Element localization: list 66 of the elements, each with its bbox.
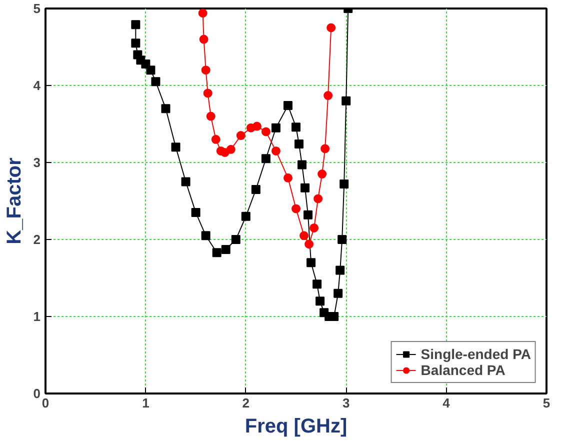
point: [338, 235, 347, 244]
y-tick-label: 0: [33, 386, 41, 401]
point: [306, 258, 316, 268]
point: [199, 34, 208, 44]
point: [342, 96, 351, 106]
point: [211, 134, 220, 144]
point: [241, 212, 250, 221]
point: [171, 142, 180, 152]
point: [151, 77, 160, 86]
point: [161, 104, 170, 114]
point: [304, 240, 314, 249]
point: [181, 177, 190, 186]
point: [316, 296, 325, 306]
x-tick-label: 4: [442, 396, 451, 410]
y-tick-label: 4: [33, 78, 42, 93]
point: [324, 91, 333, 100]
point: [146, 66, 156, 75]
point: [198, 8, 208, 18]
x-tick-label: 5: [542, 396, 550, 410]
point: [203, 88, 212, 98]
y-tick-label: 2: [33, 232, 41, 247]
point: [206, 112, 216, 121]
point: [334, 288, 343, 298]
point: [336, 266, 345, 275]
point: [304, 210, 313, 220]
point: [318, 170, 327, 179]
point: [292, 122, 300, 132]
point: [252, 122, 262, 131]
point: [320, 144, 330, 154]
point: [300, 231, 309, 240]
point: [310, 223, 319, 232]
point: [226, 144, 236, 154]
y-tick-label: 1: [33, 309, 41, 324]
point: [236, 131, 246, 140]
point: [261, 154, 270, 164]
point: [212, 248, 222, 258]
point: [251, 184, 260, 194]
point: [300, 183, 310, 192]
point: [294, 140, 304, 149]
point: [271, 123, 280, 132]
point: [231, 235, 240, 244]
point: [131, 20, 140, 30]
point: [326, 23, 336, 32]
point: [261, 127, 270, 136]
y-tick-label: 3: [33, 155, 41, 170]
point: [131, 38, 140, 48]
point: [283, 173, 292, 182]
x-tick-label: 3: [342, 396, 350, 410]
point: [191, 208, 200, 218]
y-tick-label: 5: [33, 1, 41, 16]
legend-label: Single-ended PA: [420, 346, 531, 362]
point: [221, 245, 230, 254]
point: [201, 66, 210, 75]
point: [283, 101, 292, 110]
point: [298, 160, 307, 170]
point: [312, 280, 322, 289]
x-tick-label: 2: [242, 396, 250, 410]
point: [201, 231, 210, 240]
point: [340, 180, 349, 189]
point: [292, 204, 300, 214]
point: [271, 146, 280, 156]
point: [314, 194, 323, 204]
y-axis-title: K_Factor: [3, 157, 26, 244]
x-tick-label: 1: [142, 396, 150, 410]
x-axis-title: Freq [GHz]: [244, 416, 348, 438]
legend-label: Balanced PA: [420, 362, 506, 378]
